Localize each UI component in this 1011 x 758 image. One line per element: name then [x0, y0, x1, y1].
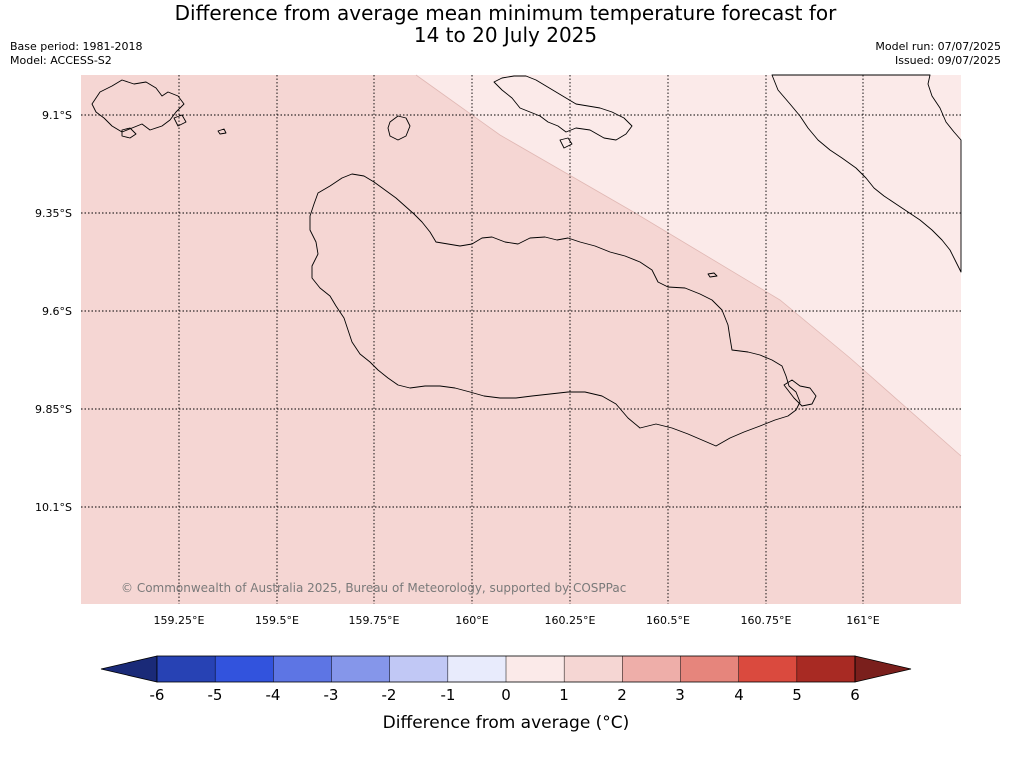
issued-date: Issued: 09/07/2025	[894, 54, 1001, 67]
colorbar	[100, 655, 912, 683]
coastlines	[91, 74, 962, 447]
title-line-2: 14 to 20 July 2025	[413, 23, 598, 47]
savo-island-coastline	[387, 115, 411, 141]
lon-axis-labels: 159.25°E 159.5°E 159.75°E 160°E 160.25°E…	[154, 614, 880, 627]
colorbar-segment	[738, 656, 798, 682]
colorbar-segment	[447, 656, 507, 682]
colorbar-segment	[680, 656, 740, 682]
small-islet-coastline	[707, 272, 718, 278]
colorbar-segment	[796, 656, 856, 682]
colorbar-segment	[564, 656, 623, 682]
zone-0-to-1-fill	[416, 75, 961, 456]
colorbar-tick: 0	[501, 686, 511, 704]
guadalcanal-coastline	[309, 173, 801, 447]
colorbar-tick: 2	[617, 686, 627, 704]
colorbar-tick: -1	[441, 686, 456, 704]
lon-label: 160.5°E	[646, 614, 690, 627]
model-run: Model run: 07/07/2025	[875, 40, 1001, 53]
russell-islet-c	[217, 128, 227, 135]
nggela-islands-coastline	[493, 75, 633, 141]
colorbar-tick: 4	[734, 686, 744, 704]
gridlines	[81, 75, 961, 604]
meta-left: Base period: 1981-2018 Model: ACCESS-S2	[10, 40, 142, 68]
colorbar-segment	[157, 656, 216, 682]
russell-islet-a	[121, 127, 137, 139]
colorbar-segment	[331, 656, 391, 682]
lon-label: 159.25°E	[154, 614, 205, 627]
colorbar-tick: -6	[150, 686, 165, 704]
malaita-coastline	[771, 74, 962, 273]
colorbar-extension-high	[854, 655, 912, 683]
colorbar-segment	[622, 656, 681, 682]
lat-label: 9.85°S	[35, 403, 72, 416]
title-line-1: Difference from average mean minimum tem…	[174, 1, 837, 25]
colorbar-tick: -3	[324, 686, 339, 704]
lat-label: 9.6°S	[42, 305, 72, 318]
lat-label: 9.1°S	[42, 109, 72, 122]
map-panel: © Commonwealth of Australia 2025, Bureau…	[81, 74, 962, 604]
colorbar-title: Difference from average (°C)	[383, 713, 630, 733]
chart-title: Difference from average mean minimum tem…	[0, 2, 1011, 46]
lon-label: 159.5°E	[255, 614, 299, 627]
colorbar-tick-labels: -6 -5 -4 -3 -2 -1 0 1 2 3 4 5 6	[150, 686, 860, 704]
colorbar-segment	[389, 656, 449, 682]
colorbar-tick: -5	[208, 686, 223, 704]
lon-label: 161°E	[846, 614, 879, 627]
lon-label: 160°E	[455, 614, 488, 627]
nggela-islet	[559, 137, 573, 149]
colorbar-tick: 1	[559, 686, 569, 704]
meta-right: Model run: 07/07/2025 Issued: 09/07/2025	[875, 40, 1001, 68]
colorbar-tick: -2	[382, 686, 397, 704]
lat-axis-labels: 9.1°S 9.35°S 9.6°S 9.85°S 10.1°S	[35, 109, 72, 514]
zone-boundary-line	[415, 74, 962, 457]
lat-label: 9.35°S	[35, 207, 72, 220]
copyright-text: © Commonwealth of Australia 2025, Bureau…	[121, 581, 626, 595]
russell-islet-b	[173, 114, 187, 127]
colorbar-tick: 3	[675, 686, 685, 704]
colorbar-segment	[215, 656, 274, 682]
russell-islands-coastline	[91, 79, 185, 133]
colorbar-tick: 5	[792, 686, 802, 704]
colorbar-frame	[156, 655, 856, 683]
lat-label: 10.1°S	[35, 501, 72, 514]
colorbar-tick: -4	[266, 686, 281, 704]
lon-label: 159.75°E	[349, 614, 400, 627]
base-period: Base period: 1981-2018	[10, 40, 143, 53]
colorbar-extension-low	[100, 655, 158, 683]
model-name: Model: ACCESS-S2	[10, 54, 112, 67]
san-cristobal-tip-coastline	[783, 379, 817, 407]
colorbar-segment	[273, 656, 332, 682]
colorbar-tick: 6	[850, 686, 860, 704]
colorbar-segment	[506, 656, 565, 682]
lon-label: 160.75°E	[741, 614, 792, 627]
lon-label: 160.25°E	[545, 614, 596, 627]
